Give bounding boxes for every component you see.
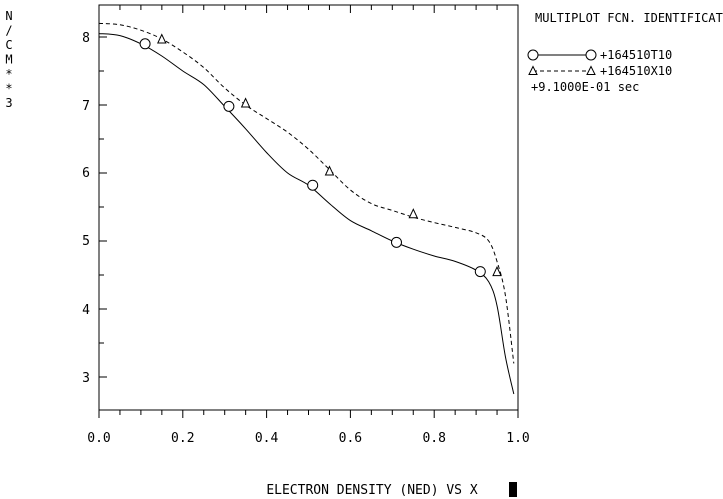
x-tick-label-3: 0.6 [339,431,362,446]
series-line-2 [98,22,515,364]
data-point-triangle [408,208,419,219]
legend-title: MULTIPLOT FCN. IDENTIFICATION [535,11,723,25]
x-axis-label: ELECTRON DENSITY (NED) VS X [266,483,477,498]
y-tick-label-8: 8 [82,31,90,46]
y-tick-label-4: 4 [82,303,90,318]
series-line-1 [98,33,515,395]
series-markers [139,33,502,278]
data-point-circle [139,38,151,50]
legend-series-1-name: +164510T10 [600,48,672,62]
data-point-circle [474,266,486,278]
legend-time-note: +9.1000E-01 sec [531,80,639,94]
y-tick-label-3: 3 [82,371,90,386]
data-point-circle [390,236,402,248]
legend: MULTIPLOT FCN. IDENTIFICATION +164510T10… [517,5,723,410]
data-point-triangle [324,165,335,176]
y-tick-label-6: 6 [82,166,90,181]
data-point-triangle [157,33,167,44]
legend-marker-triangle [586,65,596,75]
plot-area [98,4,519,418]
data-point-triangle [240,97,251,108]
x-tick-label-2: 0.4 [255,431,279,446]
x-tick-label-4: 0.8 [422,431,445,446]
cursor-block [509,482,517,497]
legend-series-2-name: +164510X10 [600,64,672,78]
y-axis-label: N / C M * * 3 [5,9,12,110]
legend-marker-triangle [528,65,538,75]
x-tick-label-5: 1.0 [506,431,529,446]
data-point-circle [307,179,319,191]
legend-marker-circle [585,49,597,61]
x-tick-label-0: 0.0 [87,431,110,446]
plot-frame [98,4,519,411]
y-tick-label-5: 5 [82,234,90,249]
x-tick-label-1: 0.2 [171,431,194,446]
series-lines [98,22,515,395]
data-point-circle [223,100,235,112]
axis-ticks [98,5,519,418]
legend-marker-circle [527,49,539,61]
y-tick-label-7: 7 [82,99,90,114]
data-point-triangle [492,265,502,277]
x-tick-labels: 0.0 0.2 0.4 0.6 0.8 1.0 [87,431,529,446]
y-tick-labels: 3 4 5 6 7 8 [82,31,90,386]
